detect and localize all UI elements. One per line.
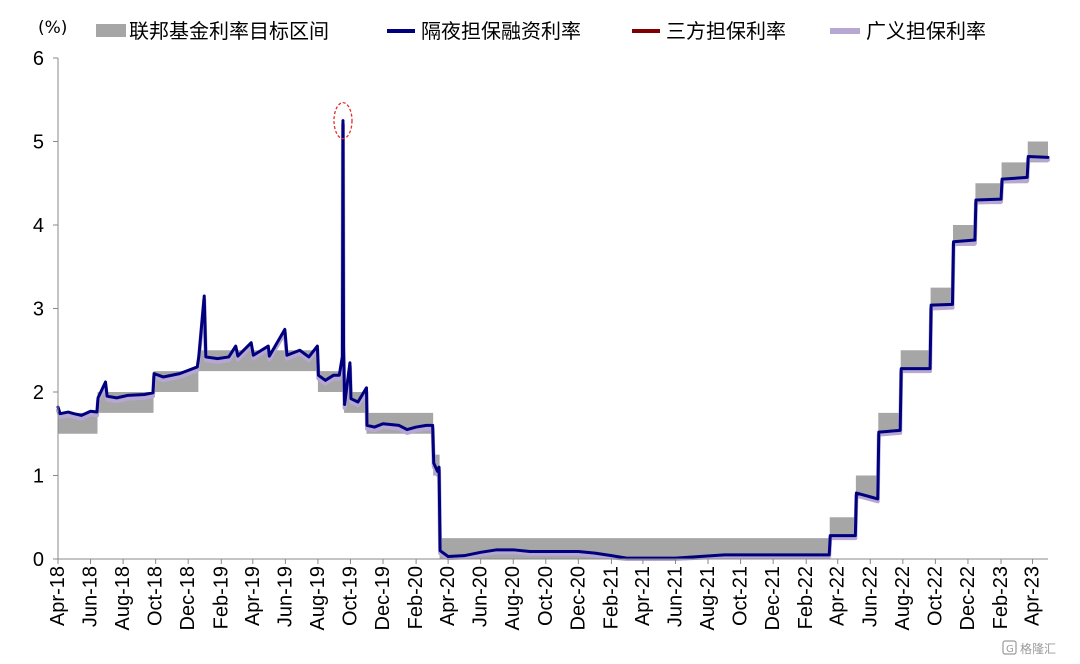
x-tick-label: Aug-22: [892, 566, 914, 631]
legend-label-tgcr: 三方担保利率: [666, 19, 786, 43]
x-tick-label: Apr-22: [827, 566, 849, 626]
x-tick-label: Aug-21: [697, 566, 719, 631]
x-tick-label: Jun-19: [274, 566, 296, 627]
x-tick-label: Dec-19: [372, 566, 394, 630]
plot-area: [56, 101, 1050, 561]
y-tick-label: 1: [33, 466, 44, 488]
x-tick-label: Jun-20: [470, 566, 492, 627]
x-tick-label: Apr-20: [437, 566, 459, 626]
x-tick-label: Feb-23: [990, 566, 1012, 629]
x-tick-label: Oct-22: [924, 566, 946, 626]
x-tick-label: Aug-19: [307, 566, 329, 631]
y-tick-label: 4: [33, 215, 44, 237]
y-tick-label: 6: [33, 48, 44, 70]
y-tick-label: 2: [33, 382, 44, 404]
fed-range-step: [855, 475, 879, 497]
x-tick-label: Feb-21: [600, 566, 622, 629]
fed-range-step: [433, 454, 440, 476]
x-tick-label: Feb-20: [405, 566, 427, 629]
watermark-text: 格隆汇: [1020, 641, 1056, 656]
x-tick-label: Apr-19: [242, 566, 264, 626]
logo-icon: G: [1002, 640, 1017, 655]
x-tick-label: Oct-18: [145, 566, 167, 626]
x-tick-label: Dec-20: [567, 566, 589, 630]
axes: 0 1 2 3 4 5 6 Apr-18 Jun-18 Aug-18 Oct-18 Dec-18 Feb…: [33, 48, 1048, 631]
svg-text:G: G: [1006, 644, 1014, 655]
legend-label-bgcr: 广义担保利率: [866, 19, 986, 43]
x-tick-label: Apr-23: [1022, 566, 1044, 626]
x-tick-label: Feb-22: [795, 566, 817, 629]
x-tick-label: Aug-18: [112, 566, 134, 631]
x-tick-label: Apr-18: [47, 566, 69, 626]
legend-swatch-fed-range: [96, 24, 126, 37]
x-tick-label: Dec-21: [762, 566, 784, 630]
legend: (%) 联邦基金利率目标区间 隔夜担保融资利率 三方担保利率 广义担保利率: [38, 18, 986, 43]
fed-range-step: [829, 517, 856, 539]
x-tick-label: Jun-21: [664, 566, 686, 627]
y-tick-label: 3: [33, 299, 44, 321]
y-tick-label: 5: [33, 132, 44, 154]
x-tick-label: Apr-21: [632, 566, 654, 626]
x-tick-label: Dec-22: [957, 566, 979, 630]
x-tick-label: Feb-19: [210, 566, 232, 629]
x-tick-label: Oct-21: [730, 566, 752, 626]
x-tick-label: Aug-20: [502, 566, 524, 631]
spike-annotation-circle: [333, 101, 353, 140]
x-tick-label: Jun-22: [859, 566, 881, 627]
x-tick-label: Dec-18: [177, 566, 199, 630]
x-tick-label: Oct-20: [535, 566, 557, 626]
y-unit-label: (%): [38, 18, 67, 38]
fed-range-step: [878, 412, 901, 434]
y-tick-label: 0: [33, 549, 44, 571]
fed-range-step: [900, 350, 931, 372]
x-tick-label: Jun-18: [80, 566, 102, 627]
series-line-0: [56, 119, 1050, 560]
watermark: G 格隆汇: [1002, 640, 1056, 656]
x-tick-label: Oct-19: [339, 566, 361, 626]
legend-label-fed-range: 联邦基金利率目标区间: [129, 19, 329, 43]
legend-label-sofr: 隔夜担保融资利率: [421, 19, 581, 43]
